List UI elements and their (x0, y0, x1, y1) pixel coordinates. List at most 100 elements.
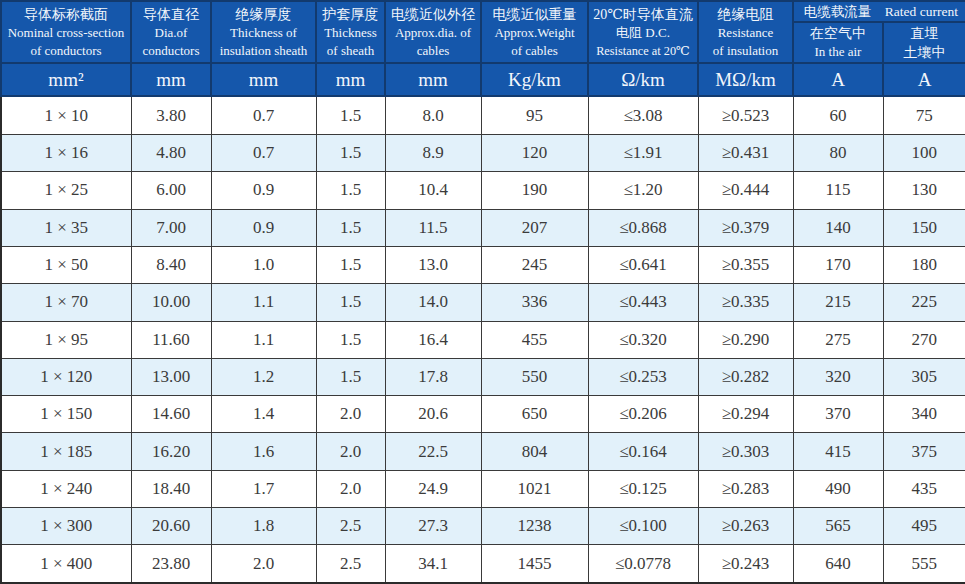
col-header-zh: 绝缘电阻 (699, 5, 792, 24)
cell: ≤0.320 (588, 321, 698, 358)
table-row: 1 × 15014.601.42.020.6650≤0.206≥0.294370… (1, 396, 965, 433)
cell: 270 (883, 321, 965, 358)
table-row: 1 × 12013.001.21.517.8550≤0.253≥0.282320… (1, 358, 965, 395)
cell: 1 × 240 (1, 470, 131, 507)
unit-cell: mm (211, 63, 316, 96)
table-row: 1 × 508.401.01.513.0245≤0.641≥0.35517018… (1, 246, 965, 283)
col-header-nominal-cross-section: 导体标称截面 Nominal cross-section of conducto… (1, 1, 131, 63)
col-header-en: of conductors (2, 42, 130, 60)
cell: 115 (793, 172, 883, 209)
cell: 1.5 (316, 209, 385, 246)
cell: 1.7 (211, 470, 316, 507)
cell: 650 (481, 396, 588, 433)
table-row: 1 × 164.800.71.58.9120≤1.91≥0.43180100 (1, 135, 965, 172)
cell: 18.40 (131, 470, 211, 507)
cell: 1021 (481, 470, 588, 507)
cell: 14.0 (385, 284, 481, 321)
cell: 13.0 (385, 246, 481, 283)
col-header-en: conductors (132, 42, 210, 60)
cell: 1 × 400 (1, 545, 131, 583)
group-header-rated-current: 电缆载流量Rated current (793, 1, 965, 22)
unit-cell: mm (385, 63, 481, 96)
cell: 2.0 (316, 433, 385, 470)
col-header-en: 电阻 D.C. (589, 24, 697, 42)
cell: 10.00 (131, 284, 211, 321)
cell: 1 × 70 (1, 284, 131, 321)
cell: 1 × 10 (1, 96, 131, 134)
cell: 100 (883, 135, 965, 172)
cell: 565 (793, 507, 883, 544)
col-header-approx-diameter: 电缆近似外径 Approx.dia. of cables (385, 1, 481, 63)
cell: 23.80 (131, 545, 211, 583)
cell: 1.0 (211, 246, 316, 283)
col-header-en: Thickness of (212, 24, 315, 42)
table-row: 1 × 7010.001.11.514.0336≤0.443≥0.3352152… (1, 284, 965, 321)
cell: ≤0.206 (588, 396, 698, 433)
cell: 75 (883, 96, 965, 134)
cell: 8.40 (131, 246, 211, 283)
col-header-insulation-thickness: 绝缘厚度 Thickness of insulation sheath (211, 1, 316, 63)
cell: ≤3.08 (588, 96, 698, 134)
cell: 336 (481, 284, 588, 321)
cell: 245 (481, 246, 588, 283)
cell: 495 (883, 507, 965, 544)
unit-cell: MΩ/km (698, 63, 793, 96)
cell: 80 (793, 135, 883, 172)
subcol-header-zh: 直埋 (884, 24, 965, 43)
cell: 8.9 (385, 135, 481, 172)
table-row: 1 × 24018.401.72.024.91021≤0.125≥0.28349… (1, 470, 965, 507)
cell: 2.0 (211, 545, 316, 583)
cell: ≥0.523 (698, 96, 793, 134)
subcol-header-en: In the air (794, 43, 882, 61)
col-header-en: Nominal cross-section (2, 24, 130, 42)
cell: 14.60 (131, 396, 211, 433)
cell: ≤0.100 (588, 507, 698, 544)
cell: 140 (793, 209, 883, 246)
cell: 1 × 150 (1, 396, 131, 433)
cell: ≥0.431 (698, 135, 793, 172)
unit-cell: Kg/km (481, 63, 588, 96)
cell: 1 × 50 (1, 246, 131, 283)
col-header-en: of sheath (317, 42, 384, 60)
cell: ≥0.282 (698, 358, 793, 395)
cell: 1 × 120 (1, 358, 131, 395)
cell: 2.0 (316, 396, 385, 433)
cell: 370 (793, 396, 883, 433)
cell: 435 (883, 470, 965, 507)
header-row-main: 导体标称截面 Nominal cross-section of conducto… (1, 1, 965, 22)
cell: ≥0.444 (698, 172, 793, 209)
cell: ≥0.283 (698, 470, 793, 507)
group-header-en: Rated current (880, 4, 964, 20)
cell: 2.5 (316, 545, 385, 583)
cell: 0.7 (211, 96, 316, 134)
cell: 1.8 (211, 507, 316, 544)
cell: ≤0.125 (588, 470, 698, 507)
cell: ≥0.335 (698, 284, 793, 321)
header-row-units: mm² mm mm mm mm Kg/km Ω/km MΩ/km A A (1, 63, 965, 96)
cell: 1455 (481, 545, 588, 583)
cell: 1.5 (316, 246, 385, 283)
cell: 415 (793, 433, 883, 470)
subcol-header-in-air: 在空气中 In the air (793, 22, 883, 63)
cell: 10.4 (385, 172, 481, 209)
subcol-header-zh: 在空气中 (794, 24, 882, 43)
cell: ≥0.303 (698, 433, 793, 470)
col-header-zh: 导体直径 (132, 5, 210, 24)
unit-cell: A (883, 63, 965, 96)
cell: 1 × 25 (1, 172, 131, 209)
col-header-zh: 电缆近似外径 (386, 5, 480, 24)
cell: 4.80 (131, 135, 211, 172)
table-body: 1 × 103.800.71.58.095≤3.08≥0.52360751 × … (1, 96, 965, 583)
cell: ≥0.243 (698, 545, 793, 583)
cell: 0.7 (211, 135, 316, 172)
cell: ≤0.253 (588, 358, 698, 395)
col-header-en: cables (386, 42, 480, 60)
unit-cell: Ω/km (588, 63, 698, 96)
table-row: 1 × 18516.201.62.022.5804≤0.164≥0.303415… (1, 433, 965, 470)
subcol-header-buried: 直埋 土壤中 (883, 22, 965, 63)
cell: ≤0.0778 (588, 545, 698, 583)
cell: 20.6 (385, 396, 481, 433)
cell: 13.00 (131, 358, 211, 395)
cell: 804 (481, 433, 588, 470)
cell: 215 (793, 284, 883, 321)
